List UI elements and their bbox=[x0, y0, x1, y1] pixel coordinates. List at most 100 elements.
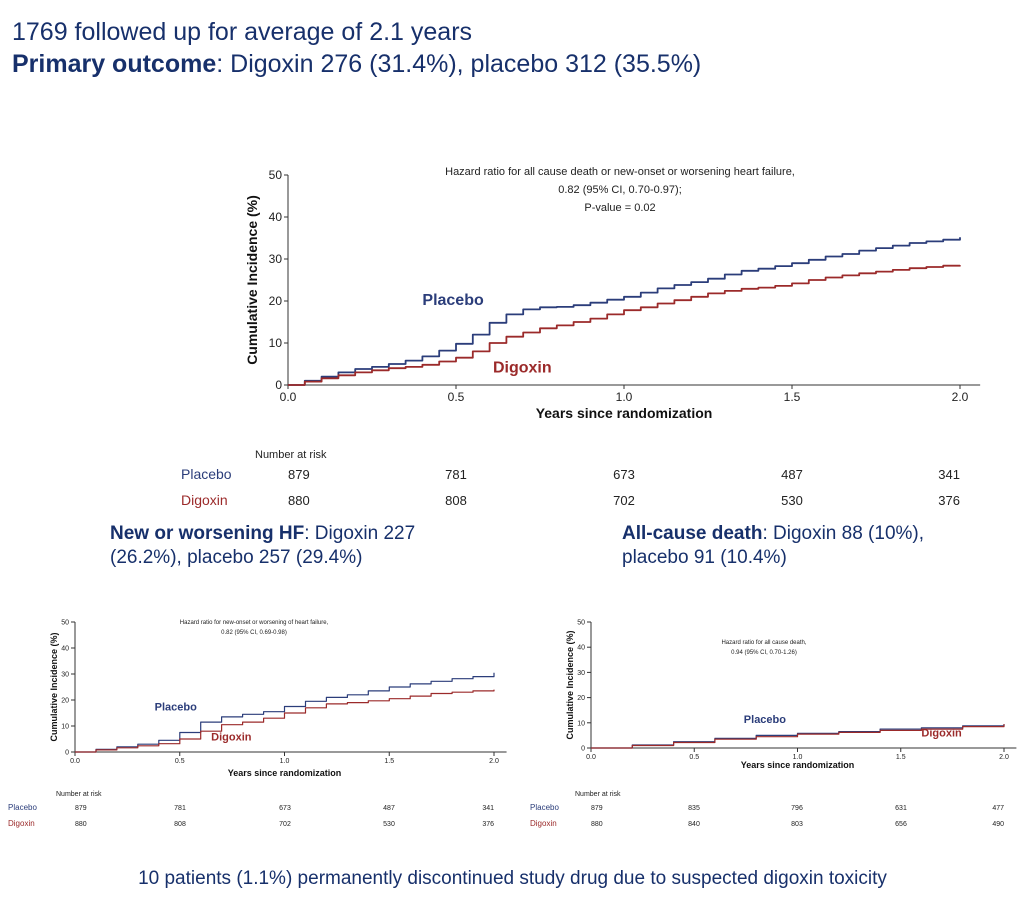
primary-outcome-label: Primary outcome bbox=[12, 50, 217, 78]
death-subheading-values-1: : Digoxin 88 (10%), bbox=[762, 523, 925, 544]
risk-value: 781 bbox=[445, 467, 467, 482]
x-tick-label: 0.5 bbox=[175, 758, 185, 765]
x-tick-label: 0.0 bbox=[586, 754, 596, 761]
series-line-placebo bbox=[75, 672, 495, 753]
risk-value: 341 bbox=[938, 467, 960, 482]
risk-value: 840 bbox=[688, 821, 700, 828]
series-label-digoxin: Digoxin bbox=[211, 731, 252, 743]
risk-row-name: Digoxin bbox=[181, 492, 228, 508]
chart-annotation: P-value = 0.02 bbox=[584, 202, 655, 214]
risk-table-header: Number at risk bbox=[575, 791, 621, 798]
death-subheading: All-cause death: Digoxin 88 (10%), place… bbox=[622, 522, 924, 570]
y-axis-label: Cumulative Incidence (%) bbox=[49, 632, 59, 741]
hf-chart: 0 10 20 30 40 50 0.0 0.5 1.0 1.5 2.0 Years since ra… bbox=[8, 619, 507, 828]
y-tick-label: 10 bbox=[61, 723, 69, 730]
risk-value: 673 bbox=[279, 805, 291, 812]
y-tick-label: 0 bbox=[275, 378, 282, 392]
series-label-digoxin: Digoxin bbox=[921, 728, 962, 740]
x-tick-label: 1.5 bbox=[784, 390, 801, 404]
y-tick-label: 50 bbox=[269, 168, 283, 182]
risk-value: 631 bbox=[895, 805, 907, 812]
x-axis-label: Years since randomization bbox=[741, 760, 855, 770]
series-label-placebo: Placebo bbox=[744, 714, 786, 726]
y-tick-label: 0 bbox=[581, 745, 585, 752]
chart-annotation: 0.94 (95% CI, 0.70-1.26) bbox=[731, 650, 797, 656]
x-tick-label: 0.5 bbox=[689, 754, 699, 761]
risk-row-name: Digoxin bbox=[530, 819, 557, 828]
y-tick-label: 50 bbox=[61, 619, 69, 626]
y-tick-label: 10 bbox=[577, 720, 585, 727]
risk-row-name: Placebo bbox=[8, 803, 37, 812]
y-tick-label: 0 bbox=[65, 749, 69, 756]
x-tick-label: 2.0 bbox=[952, 390, 969, 404]
risk-value: 880 bbox=[75, 821, 87, 828]
x-tick-label: 1.0 bbox=[793, 754, 803, 761]
x-tick-label: 0.5 bbox=[448, 390, 465, 404]
y-axis-label: Cumulative Incidence (%) bbox=[565, 630, 575, 739]
x-tick-label: 1.5 bbox=[384, 758, 394, 765]
risk-row-name: Placebo bbox=[181, 466, 232, 482]
death-chart: 0 10 20 30 40 50 0.0 0.5 1.0 1.5 2.0 Years since ra… bbox=[530, 619, 1017, 828]
risk-value: 702 bbox=[613, 493, 635, 508]
death-subheading-values-2: placebo 91 (10.4%) bbox=[622, 547, 787, 568]
risk-value: 879 bbox=[591, 805, 603, 812]
x-tick-label: 1.0 bbox=[280, 758, 290, 765]
x-tick-label: 1.0 bbox=[616, 390, 633, 404]
risk-value: 341 bbox=[482, 805, 494, 812]
risk-value: 376 bbox=[938, 493, 960, 508]
y-tick-label: 20 bbox=[61, 697, 69, 704]
risk-value: 530 bbox=[383, 821, 395, 828]
risk-value: 530 bbox=[781, 493, 803, 508]
risk-value: 880 bbox=[591, 821, 603, 828]
series-line-digoxin bbox=[75, 689, 495, 753]
series-line-digoxin bbox=[591, 724, 1005, 749]
y-tick-label: 40 bbox=[61, 645, 69, 652]
risk-value: 781 bbox=[174, 805, 186, 812]
heading-followup: 1769 followed up for average of 2.1 year… bbox=[12, 18, 473, 46]
y-tick-label: 40 bbox=[269, 210, 283, 224]
x-tick-label: 2.0 bbox=[999, 754, 1009, 761]
heading-primary-outcome: Primary outcome: Digoxin 276 (31.4%), pl… bbox=[12, 50, 701, 79]
x-tick-label: 0.0 bbox=[70, 758, 80, 765]
x-axis-label: Years since randomization bbox=[536, 405, 713, 421]
x-tick-label: 0.0 bbox=[280, 390, 297, 404]
risk-table-header: Number at risk bbox=[255, 449, 327, 461]
hf-subheading-values-2: (26.2%), placebo 257 (29.4%) bbox=[110, 547, 363, 568]
x-tick-label: 1.5 bbox=[896, 754, 906, 761]
x-axis-label: Years since randomization bbox=[228, 768, 342, 778]
y-tick-label: 30 bbox=[61, 671, 69, 678]
x-tick-label: 2.0 bbox=[489, 758, 499, 765]
y-tick-label: 50 bbox=[577, 619, 585, 626]
risk-value: 835 bbox=[688, 805, 700, 812]
risk-value: 796 bbox=[791, 805, 803, 812]
chart-title: Hazard ratio for all cause death, bbox=[721, 640, 806, 646]
hf-subheading-values-1: : Digoxin 227 bbox=[304, 523, 416, 544]
risk-value: 376 bbox=[482, 821, 494, 828]
y-tick-label: 30 bbox=[269, 252, 283, 266]
series-line-digoxin bbox=[288, 264, 961, 386]
toxicity-footnote: 10 patients (1.1%) permanently discontin… bbox=[138, 868, 887, 889]
risk-value: 808 bbox=[174, 821, 186, 828]
risk-value: 477 bbox=[992, 805, 1004, 812]
risk-row-name: Digoxin bbox=[8, 819, 35, 828]
y-tick-label: 20 bbox=[577, 695, 585, 702]
risk-value: 673 bbox=[613, 467, 635, 482]
series-label-placebo: Placebo bbox=[155, 701, 197, 713]
chart-title: Hazard ratio for new-onset or worsening … bbox=[180, 620, 329, 626]
y-tick-label: 30 bbox=[577, 670, 585, 677]
risk-value: 656 bbox=[895, 821, 907, 828]
death-subheading-label: All-cause death bbox=[622, 523, 763, 544]
hf-subheading-label: New or worsening HF bbox=[110, 523, 305, 544]
risk-value: 487 bbox=[383, 805, 395, 812]
risk-value: 487 bbox=[781, 467, 803, 482]
y-tick-label: 10 bbox=[269, 336, 283, 350]
risk-value: 808 bbox=[445, 493, 467, 508]
series-label-digoxin: Digoxin bbox=[493, 359, 552, 376]
risk-value: 490 bbox=[992, 821, 1004, 828]
y-tick-label: 40 bbox=[577, 645, 585, 652]
main-chart: 0 10 20 30 40 50 0.0 0.5 1.0 1.5 2.0 Years since ra… bbox=[181, 166, 981, 508]
hf-subheading: New or worsening HF: Digoxin 227 (26.2%)… bbox=[110, 522, 415, 570]
risk-row-name: Placebo bbox=[530, 803, 559, 812]
risk-value: 879 bbox=[75, 805, 87, 812]
